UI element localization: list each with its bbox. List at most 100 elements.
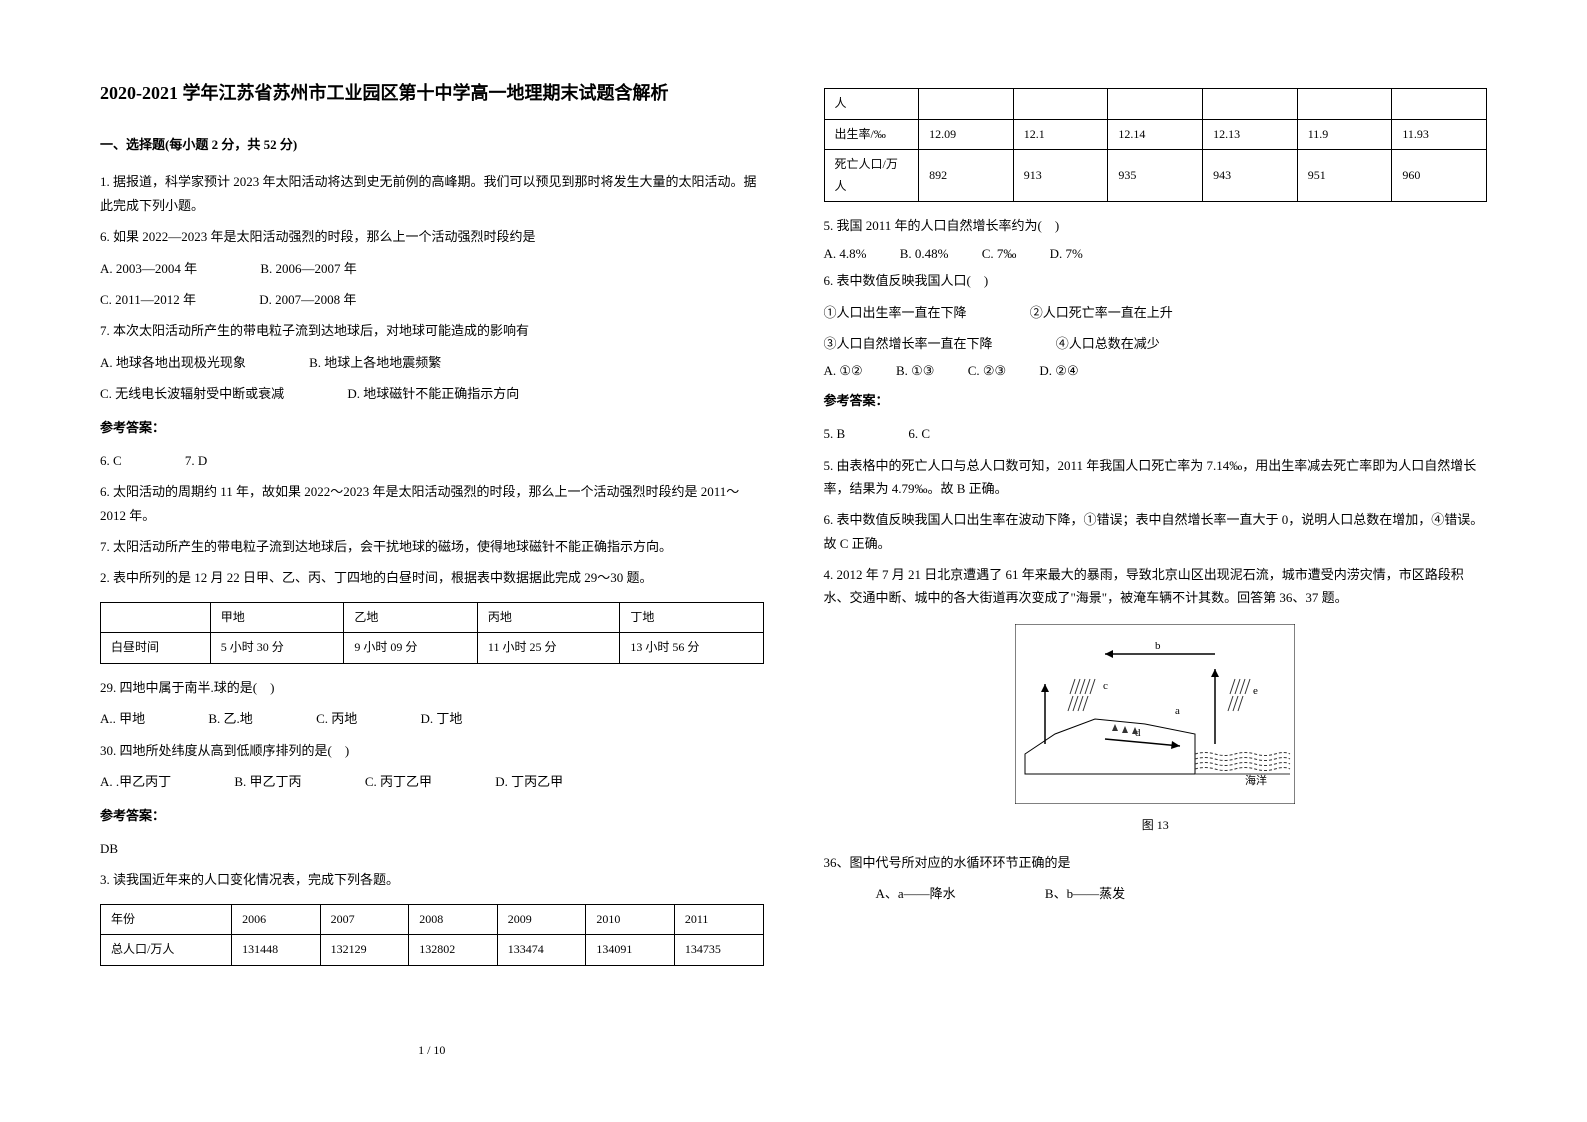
- q30-options: A. .甲乙丙丁 B. 甲乙丁丙 C. 丙丁乙甲 D. 丁丙乙甲: [100, 770, 764, 793]
- q6b-text: 6. 表中数值反映我国人口( ): [824, 269, 1488, 292]
- q1-ans-7: 7. D: [185, 449, 207, 472]
- label-c: c: [1103, 680, 1108, 692]
- q29-option-a: A.. 甲地: [100, 707, 145, 730]
- table-cell: 5 小时 30 分: [210, 633, 344, 664]
- q5-option-a: A. 4.8%: [824, 242, 867, 265]
- table-row: 人: [824, 89, 1487, 120]
- table-cell-blank: [1108, 89, 1203, 120]
- table-header: 2006: [232, 904, 321, 935]
- label-e: e: [1253, 685, 1258, 697]
- table-cell-blank: [919, 89, 1014, 120]
- table-cell: 951: [1297, 150, 1392, 202]
- table-header: 2009: [497, 904, 586, 935]
- answer-label-1: 参考答案：: [100, 416, 764, 439]
- table-cell: 131448: [232, 935, 321, 966]
- table-row: 总人口/万人 131448 132129 132802 133474 13409…: [101, 935, 764, 966]
- table-cell: 出生率/‰: [824, 119, 919, 150]
- table-cell: 总人口/万人: [101, 935, 232, 966]
- answer-label-3: 参考答案：: [824, 389, 1488, 412]
- q5-text: 5. 我国 2011 年的人口自然增长率约为( ): [824, 214, 1488, 237]
- table-header: 丁地: [620, 602, 763, 633]
- q6b-statements-1: ①人口出生率一直在下降 ②人口死亡率一直在上升: [824, 301, 1488, 324]
- q36-options: A、a——降水 B、b——蒸发: [824, 882, 1488, 905]
- q6b-stmt-4: ④人口总数在减少: [1056, 332, 1160, 355]
- q1-ans-6: 6. C: [100, 449, 122, 472]
- q6-options-row2: C. 2011―2012 年 D. 2007―2008 年: [100, 288, 764, 311]
- q6-option-c: C. 2011―2012 年: [100, 288, 196, 311]
- table-population-bottom: 人 出生率/‰ 12.09 12.1 12.14 12.13 11.9 11.9…: [824, 88, 1488, 202]
- q1-intro: 1. 据报道，科学家预计 2023 年太阳活动将达到史无前例的高峰期。我们可以预…: [100, 170, 764, 217]
- table-cell: 11.93: [1392, 119, 1487, 150]
- q7-options-row2: C. 无线电长波辐射受中断或衰减 D. 地球磁针不能正确指示方向: [100, 382, 764, 405]
- q30-text: 30. 四地所处纬度从高到低顺序排列的是( ): [100, 739, 764, 762]
- q7-option-c: C. 无线电长波辐射受中断或衰减: [100, 382, 284, 405]
- q3-explain-2: 6. 表中数值反映我国人口出生率在波动下降，①错误；表中自然增长率一直大于 0，…: [824, 508, 1488, 555]
- q6-options-row1: A. 2003―2004 年 B. 2006―2007 年: [100, 257, 764, 280]
- table-cell: 12.1: [1013, 119, 1108, 150]
- table-row: 年份 2006 2007 2008 2009 2010 2011: [101, 904, 764, 935]
- q6b-stmt-2: ②人口死亡率一直在上升: [1030, 301, 1173, 324]
- table-population-top: 年份 2006 2007 2008 2009 2010 2011 总人口/万人 …: [100, 904, 764, 966]
- table-header: 2010: [586, 904, 675, 935]
- table-cell-blank: [1203, 89, 1298, 120]
- q29-text: 29. 四地中属于南半.球的是( ): [100, 676, 764, 699]
- table-cell: 132802: [409, 935, 498, 966]
- q6b-option-d: D. ②④: [1039, 359, 1078, 382]
- q30-option-d: D. 丁丙乙甲: [495, 770, 563, 793]
- table-cell: 11 小时 25 分: [477, 633, 619, 664]
- table-cell: 134735: [674, 935, 763, 966]
- q6-text: 6. 如果 2022―2023 年是太阳活动强烈的时段，那么上一个活动强烈时段约…: [100, 225, 764, 248]
- q36-option-b: B、b——蒸发: [1019, 882, 1125, 905]
- q1-explain-1: 6. 太阳活动的周期约 11 年，故如果 2022～2023 年是太阳活动强烈的…: [100, 480, 764, 527]
- table-cell: 960: [1392, 150, 1487, 202]
- table-cell-blank: [1392, 89, 1487, 120]
- table-header: 乙地: [344, 602, 478, 633]
- left-column: 2020-2021 学年江苏省苏州市工业园区第十中学高一地理期末试题含解析 一、…: [100, 80, 764, 1062]
- table-cell: 132129: [320, 935, 409, 966]
- table-cell-blank: [101, 602, 211, 633]
- diagram-caption: 图 13: [824, 815, 1488, 837]
- q36-option-a: A、a——降水: [850, 882, 956, 905]
- q29-option-c: C. 丙地: [316, 707, 357, 730]
- section-1-heading: 一、选择题(每小题 2 分，共 52 分): [100, 133, 764, 156]
- q1-explain-2: 7. 太阳活动所产生的带电粒子流到达地球后，会干扰地球的磁场，使得地球磁针不能正…: [100, 535, 764, 558]
- q6b-stmt-1: ①人口出生率一直在下降: [824, 301, 967, 324]
- q3-intro: 3. 读我国近年来的人口变化情况表，完成下列各题。: [100, 868, 764, 891]
- diagram-svg: 海洋 c e b a: [1015, 624, 1295, 804]
- table-cell: 11.9: [1297, 119, 1392, 150]
- table-header: 2007: [320, 904, 409, 935]
- table-cell: 9 小时 09 分: [344, 633, 478, 664]
- q6b-option-a: A. ①②: [824, 359, 863, 382]
- table-cell-blank: [1013, 89, 1108, 120]
- table-cell: 白昼时间: [101, 633, 211, 664]
- table-cell: 12.09: [919, 119, 1014, 150]
- table-row: 死亡人口/万人 892 913 935 943 951 960: [824, 150, 1487, 202]
- q1-answers: 6. C 7. D: [100, 449, 764, 472]
- table-cell-cont: 人: [824, 89, 919, 120]
- q3-answers: 5. B 6. C: [824, 422, 1488, 445]
- table-cell: 134091: [586, 935, 675, 966]
- table-header: 2011: [674, 904, 763, 935]
- table-row: 甲地 乙地 丙地 丁地: [101, 602, 764, 633]
- q7-text: 7. 本次太阳活动所产生的带电粒子流到达地球后，对地球可能造成的影响有: [100, 319, 764, 342]
- q3-ans-5: 5. B: [824, 422, 846, 445]
- q36-text: 36、图中代号所对应的水循环环节正确的是: [824, 851, 1488, 874]
- q2-intro: 2. 表中所列的是 12 月 22 日甲、乙、丙、丁四地的白昼时间，根据表中数据…: [100, 566, 764, 589]
- q4-intro: 4. 2012 年 7 月 21 日北京遭遇了 61 年来最大的暴雨，导致北京山…: [824, 563, 1488, 610]
- q7-option-b: B. 地球上各地地震频繁: [309, 351, 441, 374]
- q7-option-a: A. 地球各地出现极光现象: [100, 351, 246, 374]
- table-cell-blank: [1297, 89, 1392, 120]
- q7-options-row1: A. 地球各地出现极光现象 B. 地球上各地地震频繁: [100, 351, 764, 374]
- q6-option-d: D. 2007―2008 年: [259, 288, 356, 311]
- q29-option-d: D. 丁地: [420, 707, 462, 730]
- q6b-statements-2: ③人口自然增长率一直在下降 ④人口总数在减少: [824, 332, 1488, 355]
- q6-option-b: B. 2006―2007 年: [260, 257, 356, 280]
- table-cell: 死亡人口/万人: [824, 150, 919, 202]
- q6b-stmt-3: ③人口自然增长率一直在下降: [824, 332, 993, 355]
- q29-option-b: B. 乙.地: [208, 707, 252, 730]
- answer-label-2: 参考答案：: [100, 804, 764, 827]
- label-b: b: [1155, 640, 1161, 652]
- page-number: 1 / 10: [100, 1020, 764, 1062]
- q29-options: A.. 甲地 B. 乙.地 C. 丙地 D. 丁地: [100, 707, 764, 730]
- table-cell: 133474: [497, 935, 586, 966]
